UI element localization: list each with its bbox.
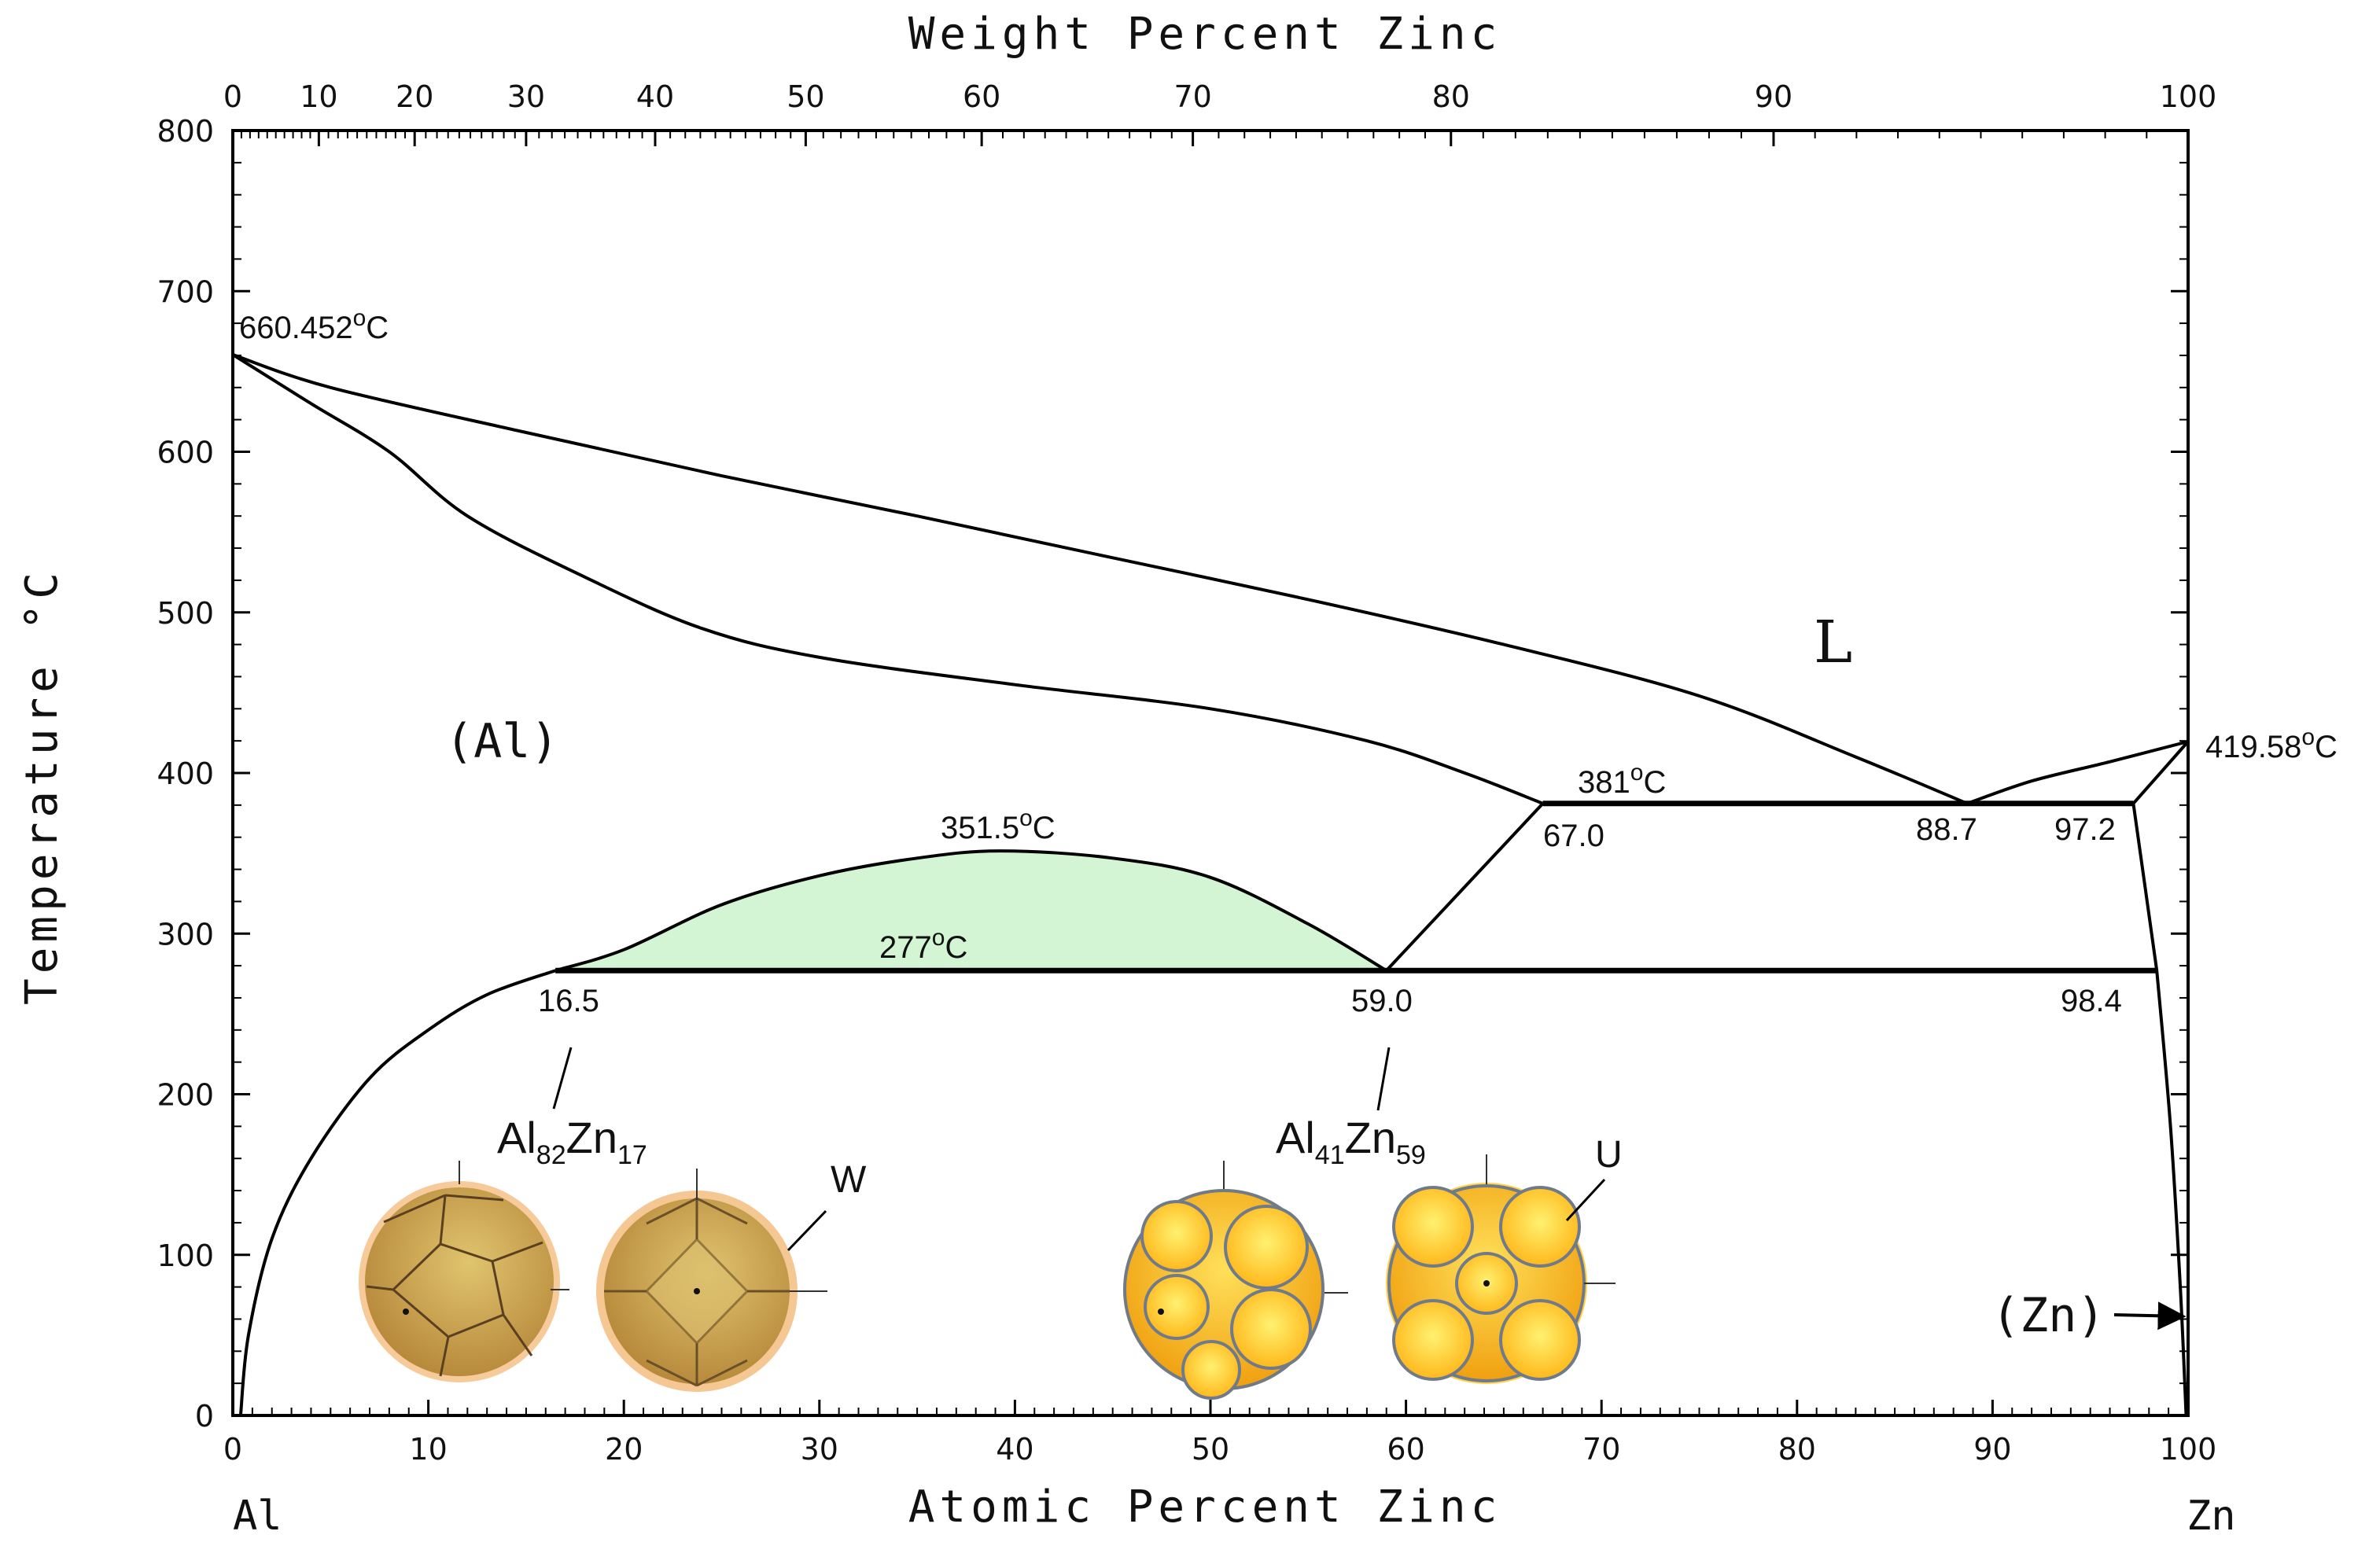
phase-label-zn: (Zn): [1991, 1288, 2106, 1343]
compound-leader-2: [1376, 1047, 1391, 1111]
y-tick-label: 100: [157, 1239, 214, 1273]
top-tick-label: 40: [636, 79, 674, 114]
boundary-59-67-line: [1385, 802, 1545, 972]
top-axis-title: Weight Percent Zinc: [908, 9, 1502, 60]
top-tick-label: 90: [1755, 79, 1792, 114]
element-label-zn: Zn: [2187, 1493, 2236, 1540]
top-tick-label: 0: [223, 79, 242, 114]
solidus-al-curve: [231, 353, 1544, 805]
composition-label-59: 59.0: [1351, 984, 1413, 1018]
x-tick-label: 0: [223, 1432, 242, 1467]
cluster-u-1: [1123, 1161, 1348, 1400]
annotation-zn-melting: 419.58oC: [2205, 724, 2338, 764]
annotation-monotectoid-temp: 277oC: [879, 925, 967, 965]
y-tick-label: 700: [157, 274, 214, 309]
annotation-critical-point: 351.5oC: [941, 805, 1056, 845]
phase-label-al: (Al): [445, 714, 559, 769]
top-tick-label: 80: [1432, 79, 1470, 114]
y-axis-title: Temperature °C: [17, 568, 68, 1005]
composition-label-88-7: 88.7: [1916, 812, 1977, 847]
x-tick-label: 70: [1582, 1432, 1620, 1467]
x-tick-label: 10: [409, 1432, 447, 1467]
cluster-w-2: W: [596, 1159, 867, 1392]
curves-layer: [231, 353, 2190, 1416]
y-tick-label: 600: [157, 436, 214, 470]
y-tick-label: 300: [157, 917, 214, 952]
annotation-eutectic-temp: 381oC: [1578, 760, 1666, 800]
element-label-al: Al: [233, 1493, 282, 1540]
zn-solvus-lower-curve: [2155, 970, 2188, 1416]
top-tick-label: 70: [1173, 79, 1211, 114]
top-tick-label: 50: [787, 79, 824, 114]
zn-arrow: [2113, 1301, 2187, 1331]
x-tick-label: 30: [801, 1432, 838, 1467]
cluster-label-u: U: [1595, 1134, 1623, 1176]
y-tick-label: 400: [157, 756, 214, 791]
x-tick-label: 50: [1192, 1432, 1229, 1467]
x-axis-title: Atomic Percent Zinc: [908, 1482, 1502, 1533]
top-tick-label: 20: [396, 79, 433, 114]
compound-formula-al41zn59: Al41Zn59: [1276, 1113, 1426, 1170]
x-tick-label: 80: [1778, 1432, 1816, 1467]
top-tick-label: 60: [963, 79, 1000, 114]
cluster-label-w: W: [831, 1159, 867, 1201]
compound-leader-1: [552, 1047, 573, 1110]
compound-formula-al82zn17: Al82Zn17: [497, 1113, 647, 1170]
composition-label-67: 67.0: [1543, 819, 1604, 853]
top-tick-label: 30: [507, 79, 545, 114]
liquidus-left-curve: [232, 353, 1968, 805]
ticks-layer: [231, 129, 2190, 1417]
composition-label-98-4: 98.4: [2061, 984, 2122, 1018]
cluster-w-1: [359, 1161, 569, 1382]
y-tick-label: 0: [195, 1399, 214, 1434]
solvus-al-curve: [238, 969, 556, 1416]
miscibility-gap-curve: [554, 849, 1387, 973]
y-tick-label: 200: [157, 1078, 214, 1113]
cluster-u-2: U: [1386, 1134, 1623, 1384]
y-tick-label: 800: [157, 114, 214, 149]
x-tick-label: 60: [1387, 1432, 1424, 1467]
composition-label-16-5: 16.5: [538, 984, 599, 1018]
composition-label-97-2: 97.2: [2054, 812, 2116, 847]
tick-labels-layer: 0 10 20 30 40 50 60 70 80 90 100010020030040050060…: [157, 79, 2216, 1467]
top-tick-label: 100: [2160, 79, 2217, 114]
x-tick-label: 40: [996, 1432, 1033, 1467]
x-tick-label: 100: [2160, 1432, 2217, 1467]
zn-solidus-line: [2131, 740, 2190, 805]
top-tick-label: 10: [300, 79, 337, 114]
y-tick-label: 500: [157, 596, 214, 631]
liquidus-right-curve: [1966, 740, 2189, 805]
phase-label-liquid: L: [1814, 609, 1852, 676]
zn-solvus-upper-line: [2131, 803, 2159, 971]
miscibility-gap-fill: [555, 851, 1387, 971]
x-tick-label: 20: [605, 1432, 643, 1467]
x-tick-label: 90: [1973, 1432, 2011, 1467]
annotation-al-melting: 660.452oC: [239, 305, 389, 345]
fill-layer: [555, 851, 1387, 971]
